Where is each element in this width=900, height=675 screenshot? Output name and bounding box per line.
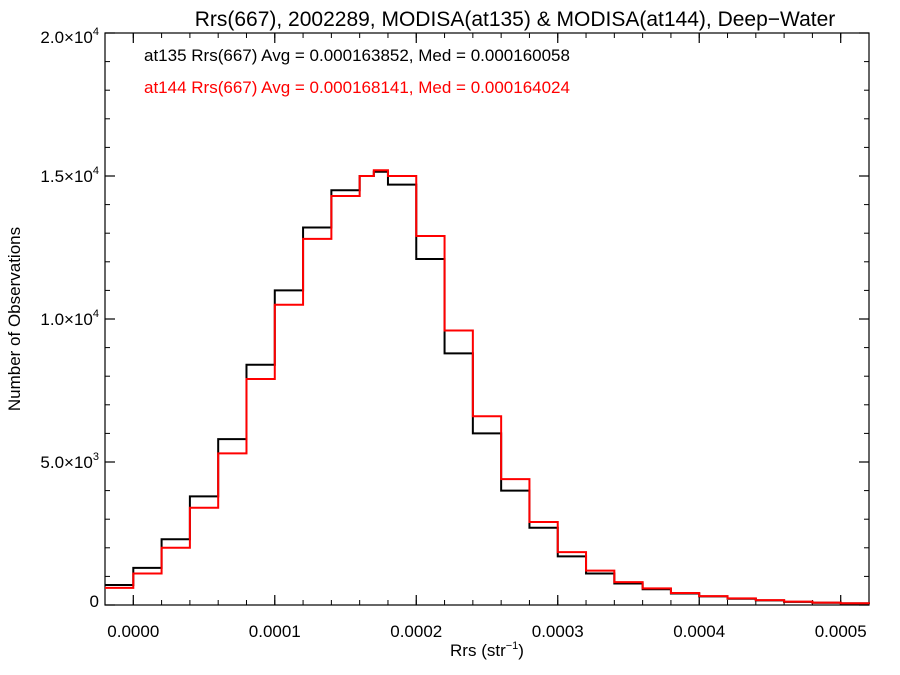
legend-entry-at144: at144 Rrs(667) Avg = 0.000168141, Med = … [144, 78, 570, 97]
chart-title: Rrs(667), 2002289, MODISA(at135) & MODIS… [195, 8, 836, 31]
y-tick-mantissa: 1.0×10 [40, 310, 92, 329]
x-tick-label: 0.0003 [532, 622, 584, 641]
x-tick-label: 0.0002 [390, 622, 442, 641]
x-axis-label: Rrs (str−1) [450, 640, 524, 660]
y-axis-label: Number of Observations [5, 227, 24, 411]
x-tick-label: 0.0001 [249, 622, 301, 641]
plot-frame [104, 32, 870, 606]
y-tick-mantissa: 2.0×10 [40, 28, 92, 47]
series-line-at135 [105, 170, 870, 605]
y-tick-exponent: 4 [93, 165, 99, 177]
x-tick-label: 0.0004 [673, 622, 725, 641]
y-tick-exponent: 4 [93, 308, 99, 320]
series-group [105, 169, 870, 605]
y-tick-mantissa: 5.0×10 [40, 453, 92, 472]
y-tick-label: 1.0×104 [40, 308, 99, 329]
y-tick-label: 5.0×103 [40, 451, 99, 472]
x-axis-label-sup: −1 [506, 640, 519, 652]
y-tick-mantissa: 1.5×10 [40, 167, 92, 186]
y-tick-label: 2.0×104 [40, 26, 99, 47]
legend-entry-at135: at135 Rrs(667) Avg = 0.000163852, Med = … [144, 46, 570, 65]
series-line-at144 [105, 169, 870, 605]
y-tick-exponent: 3 [93, 451, 99, 463]
x-axis-label-close: ) [518, 641, 524, 660]
x-tick-label: 0.0000 [107, 622, 159, 641]
x-tick-label: 0.0005 [815, 622, 867, 641]
y-tick-label: 0 [90, 592, 99, 611]
y-tick-label: 1.5×104 [40, 165, 99, 186]
y-tick-mantissa: 0 [90, 592, 99, 611]
x-axis-label-main: Rrs (str [450, 641, 506, 660]
x-axis: 0.0000 0.0001 0.0002 0.0003 0.0004 0.0005 [104, 33, 870, 641]
y-tick-exponent: 4 [93, 26, 99, 38]
